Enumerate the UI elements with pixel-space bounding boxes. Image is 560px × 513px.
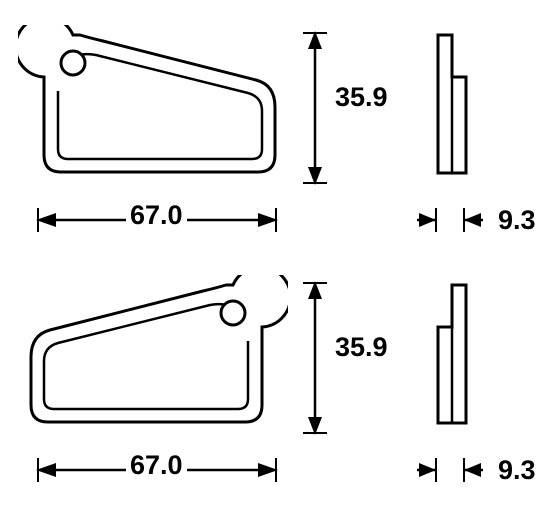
- pad-top-side: [428, 25, 478, 195]
- dim-thick-top: [405, 205, 505, 235]
- label-width-bottom: 67.0: [126, 450, 187, 481]
- dim-thick-bottom: [405, 455, 505, 485]
- label-height-bottom: 35.9: [335, 332, 388, 363]
- dim-height-bottom: [300, 275, 330, 445]
- label-thick-top: 9.3: [498, 205, 536, 236]
- dim-height-top: [300, 25, 330, 195]
- pad-top-front: [18, 25, 288, 195]
- drawing-canvas: 35.9 67.0 9.3 35.9: [0, 0, 560, 513]
- label-height-top: 35.9: [335, 82, 388, 113]
- label-width-top: 67.0: [126, 200, 187, 231]
- pad-bottom-side: [428, 275, 478, 445]
- pad-bottom-front: [18, 275, 288, 445]
- label-thick-bottom: 9.3: [498, 455, 536, 486]
